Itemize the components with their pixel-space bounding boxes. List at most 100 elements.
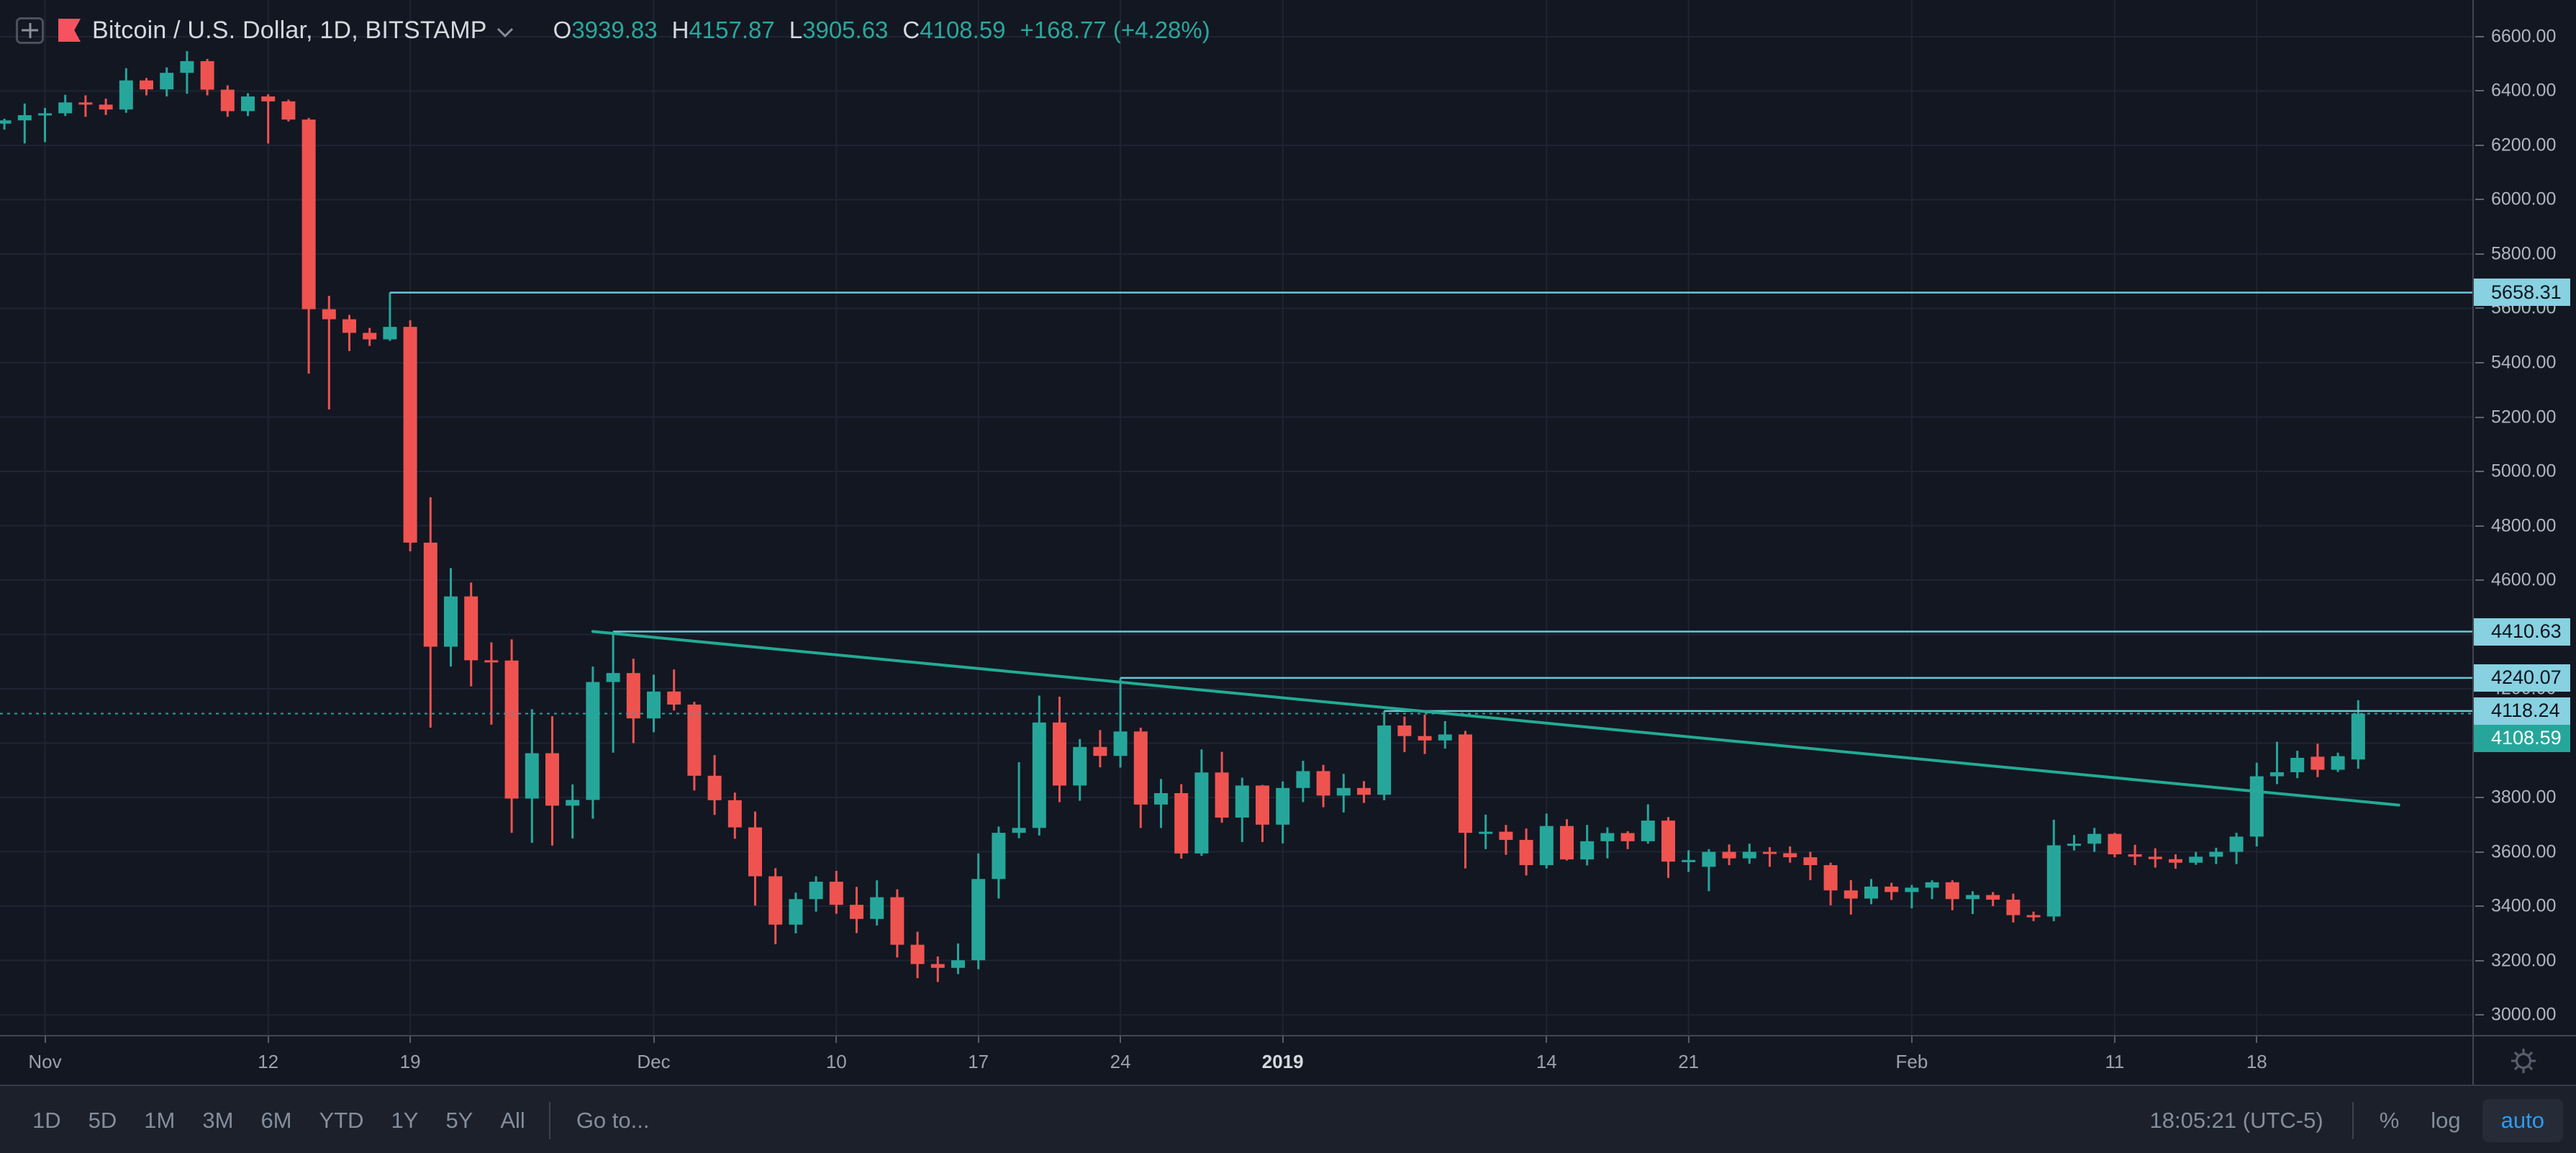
candle-body[interactable] <box>586 682 600 800</box>
candle-body[interactable] <box>1742 851 1756 859</box>
candle-body[interactable] <box>1885 886 1899 892</box>
candle-body[interactable] <box>1641 820 1655 841</box>
candle-body[interactable] <box>1925 882 1939 888</box>
candle-body[interactable] <box>1154 793 1168 805</box>
candle-body[interactable] <box>444 596 458 647</box>
candle-body[interactable] <box>1945 882 1959 900</box>
candle-body[interactable] <box>504 660 519 799</box>
candle-body[interactable] <box>1702 851 1716 867</box>
candle-body[interactable] <box>1539 826 1554 866</box>
candle-body[interactable] <box>1336 787 1351 796</box>
candle-body[interactable] <box>1620 833 1635 841</box>
candle-body[interactable] <box>322 309 336 320</box>
candle-body[interactable] <box>768 876 783 925</box>
candle-body[interactable] <box>1905 887 1919 892</box>
candle-body[interactable] <box>363 333 377 340</box>
candle-body[interactable] <box>99 104 113 110</box>
candle-body[interactable] <box>1661 820 1675 862</box>
candle-body[interactable] <box>1682 859 1696 862</box>
candle-body[interactable] <box>2249 776 2264 837</box>
candle-body[interactable] <box>687 704 702 776</box>
candle-body[interactable] <box>1073 746 1087 786</box>
candle-body[interactable] <box>1418 736 1432 741</box>
candle-body[interactable] <box>1966 895 1979 900</box>
candle-body[interactable] <box>1316 771 1330 796</box>
candle-body[interactable] <box>343 319 356 333</box>
trendline[interactable] <box>591 630 2400 807</box>
range-button-ytd[interactable]: YTD <box>319 1107 364 1133</box>
candle-body[interactable] <box>301 119 316 309</box>
candle-body[interactable] <box>748 827 762 877</box>
candle-body[interactable] <box>1215 772 1229 818</box>
candle-body[interactable] <box>1803 857 1818 866</box>
candle-body[interactable] <box>566 800 580 806</box>
candle-body[interactable] <box>2067 844 2081 846</box>
candle-body[interactable] <box>2108 833 2122 854</box>
candle-body[interactable] <box>1438 734 1452 741</box>
candle-body[interactable] <box>1843 890 1858 899</box>
candle-body[interactable] <box>545 753 559 806</box>
candle-body[interactable] <box>140 80 153 90</box>
candle-body[interactable] <box>890 897 904 945</box>
candle-body[interactable] <box>58 102 73 114</box>
range-button-all[interactable]: All <box>500 1107 525 1133</box>
auto-scale-button[interactable]: auto <box>2482 1098 2563 1142</box>
candle-body[interactable] <box>1864 886 1878 899</box>
candle-body[interactable] <box>951 960 965 968</box>
clock-label[interactable]: 18:05:21 (UTC-5) <box>2149 1107 2323 1133</box>
candle-body[interactable] <box>1113 731 1128 756</box>
candle-body[interactable] <box>971 879 986 961</box>
candle-body[interactable] <box>2026 915 2041 918</box>
candle-body[interactable] <box>1823 865 1838 891</box>
candle-body[interactable] <box>1397 725 1412 736</box>
candle-body[interactable] <box>1296 771 1310 788</box>
candle-body[interactable] <box>200 60 214 90</box>
range-button-1y[interactable]: 1Y <box>391 1107 419 1133</box>
candle-body[interactable] <box>1256 785 1269 825</box>
candle-body[interactable] <box>180 60 194 73</box>
candle-body[interactable] <box>2331 756 2345 770</box>
candle-body[interactable] <box>809 882 823 900</box>
candle-body[interactable] <box>1174 793 1189 854</box>
chart-pane[interactable]: Bitcoin / U.S. Dollar, 1D, BITSTAMP O 393… <box>0 0 2472 1035</box>
candle-body[interactable] <box>1986 895 2000 900</box>
candle-body[interactable] <box>2189 856 2203 863</box>
candle-body[interactable] <box>1499 831 1513 840</box>
candle-body[interactable] <box>1519 839 1533 866</box>
candle-body[interactable] <box>261 96 276 101</box>
candle-body[interactable] <box>1377 725 1392 795</box>
candle-body[interactable] <box>1133 731 1148 805</box>
candle-body[interactable] <box>667 691 681 705</box>
candle-body[interactable] <box>220 89 235 112</box>
candle-body[interactable] <box>1276 787 1290 825</box>
candle-body[interactable] <box>2209 851 2223 857</box>
symbol-title[interactable]: Bitcoin / U.S. Dollar, 1D, BITSTAMP <box>92 16 487 44</box>
range-button-5d[interactable]: 5D <box>88 1107 117 1133</box>
candle-body[interactable] <box>484 660 499 663</box>
candle-body[interactable] <box>626 673 640 719</box>
candle-body[interactable] <box>1235 785 1249 818</box>
candle-body[interactable] <box>2006 899 2021 915</box>
candle-body[interactable] <box>1479 831 1493 834</box>
range-button-3m[interactable]: 3M <box>202 1107 234 1133</box>
range-button-6m[interactable]: 6M <box>260 1107 292 1133</box>
candle-body[interactable] <box>383 327 397 340</box>
price-scale[interactable]: 3000.003200.003400.003600.003800.004000.… <box>2472 0 2576 1035</box>
candle-body[interactable] <box>1032 722 1046 828</box>
candlestick-chart[interactable] <box>0 0 2472 1035</box>
candle-body[interactable] <box>2087 833 2102 844</box>
candle-body[interactable] <box>870 897 884 919</box>
candle-body[interactable] <box>727 800 742 828</box>
candle-body[interactable] <box>241 96 255 112</box>
candle-body[interactable] <box>525 753 539 799</box>
candle-body[interactable] <box>160 73 174 90</box>
candle-body[interactable] <box>1783 853 1797 858</box>
candle-body[interactable] <box>2148 856 2162 859</box>
candle-body[interactable] <box>78 102 93 105</box>
plus-icon[interactable] <box>16 17 44 44</box>
candle-body[interactable] <box>647 691 661 719</box>
chevron-down-icon[interactable] <box>496 27 514 38</box>
candle-body[interactable] <box>930 964 945 968</box>
candle-body[interactable] <box>464 596 479 661</box>
range-button-1m[interactable]: 1M <box>144 1107 176 1133</box>
